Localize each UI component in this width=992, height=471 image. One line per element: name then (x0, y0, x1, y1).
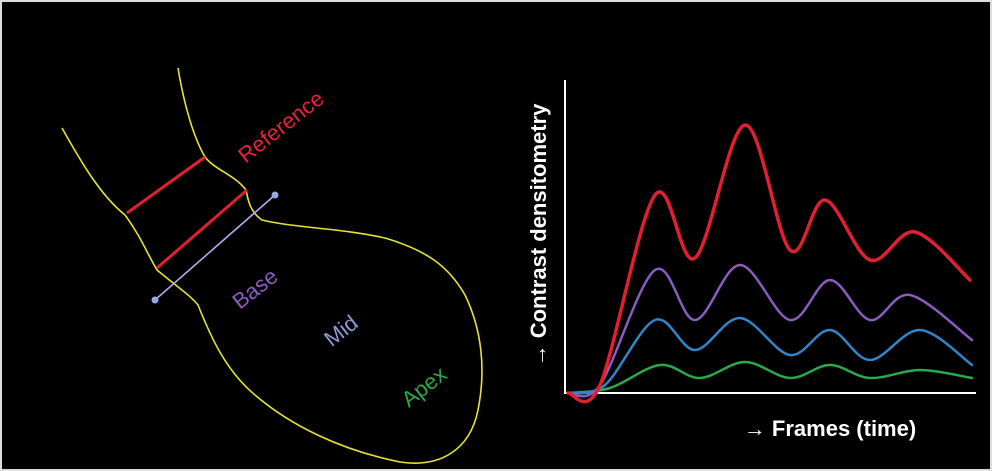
figure: Reference Base Mid Apex → Contrast densi… (0, 0, 992, 471)
endpoint (152, 297, 159, 304)
endpoint (272, 192, 279, 199)
y-axis-label: → Contrast densitometry (526, 103, 551, 367)
page: Reference Base Mid Apex → Contrast densi… (0, 0, 992, 471)
x-axis-label: → Frames (time) (744, 416, 916, 441)
background (0, 0, 992, 471)
